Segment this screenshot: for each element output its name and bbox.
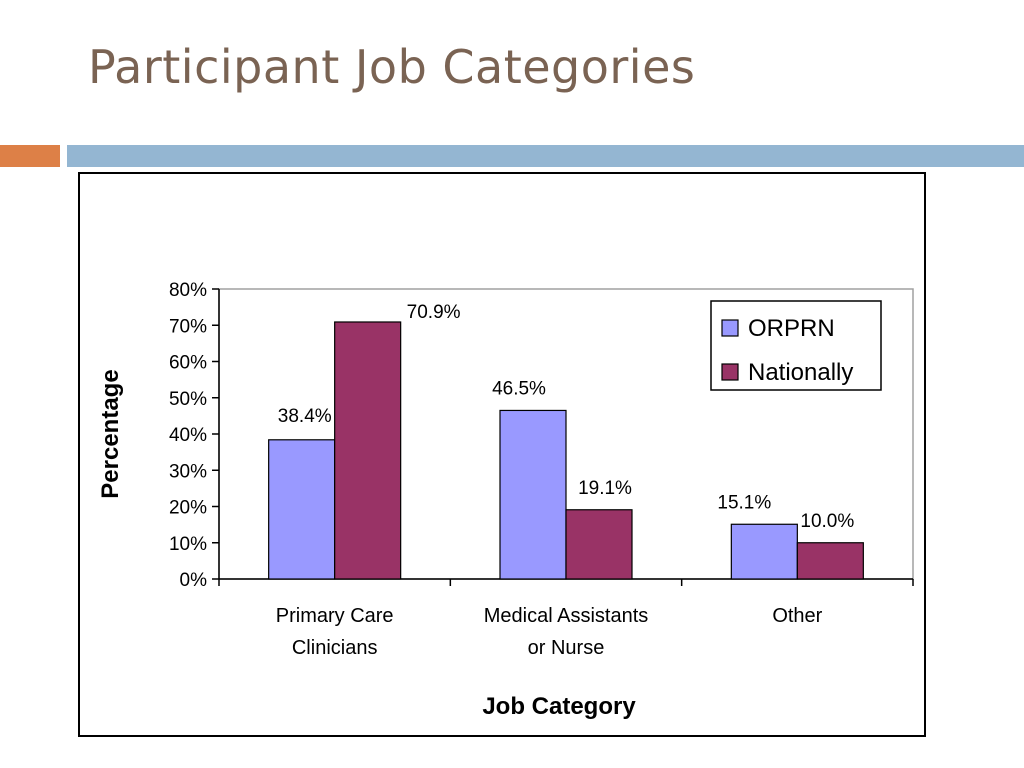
y-tick-label: 0% <box>180 570 208 591</box>
x-category-label: Primary Care <box>276 605 394 627</box>
bar-orprn <box>499 409 567 580</box>
x-category-label: Other <box>772 605 822 627</box>
legend-box <box>710 300 882 391</box>
y-tick-label: 20% <box>169 498 207 519</box>
bar-nationally <box>565 509 633 580</box>
data-label: 15.1% <box>717 492 771 513</box>
slide-title: Participant Job Categories <box>88 40 696 94</box>
x-axis-title: Job Category <box>482 693 636 720</box>
data-label: 10.0% <box>800 511 854 532</box>
y-tick-label: 70% <box>169 316 207 337</box>
bar-orprn <box>268 439 336 580</box>
accent-bar-blue <box>67 145 1024 167</box>
bar-orprn <box>730 523 798 580</box>
y-tick-label: 50% <box>169 389 207 410</box>
legend-label: Nationally <box>748 359 853 386</box>
legend-label: ORPRN <box>748 315 835 342</box>
y-tick-label: 80% <box>169 280 207 301</box>
accent-bar-orange <box>0 145 60 167</box>
data-label: 70.9% <box>407 302 461 323</box>
y-axis-title: Percentage <box>97 369 124 498</box>
y-tick-label: 60% <box>169 353 207 374</box>
x-category-label: Clinicians <box>292 637 378 659</box>
data-label: 46.5% <box>492 378 546 399</box>
data-label: 19.1% <box>578 478 632 499</box>
data-label: 38.4% <box>278 406 332 427</box>
y-tick-label: 10% <box>169 534 207 555</box>
y-tick-label: 40% <box>169 425 207 446</box>
bar-nationally <box>796 542 864 580</box>
x-category-label: or Nurse <box>528 637 605 659</box>
x-category-label: Medical Assistants <box>484 605 649 627</box>
y-tick-label: 30% <box>169 461 207 482</box>
legend-swatch <box>721 319 739 337</box>
legend-swatch <box>721 363 739 381</box>
bar-nationally <box>334 321 402 580</box>
